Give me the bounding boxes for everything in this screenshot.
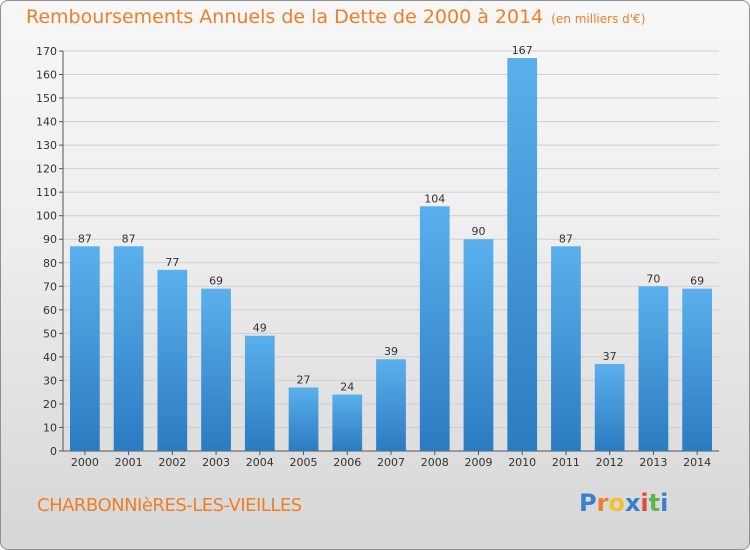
logo-letter: i xyxy=(640,489,649,517)
y-tick-label: 20 xyxy=(43,398,57,411)
y-tick-label: 10 xyxy=(43,421,57,434)
bar-2007 xyxy=(376,359,406,451)
x-tick-label: 2007 xyxy=(377,456,405,469)
bar-value-label: 87 xyxy=(122,232,136,245)
logo-letter: o xyxy=(608,489,625,517)
commune-name: CHARBONNIèRES-LES-VIEILLES xyxy=(37,495,302,516)
y-tick-label: 150 xyxy=(36,92,57,105)
bar-2009 xyxy=(463,239,494,451)
proxiti-logo: Proxiti xyxy=(579,489,668,517)
y-tick-label: 50 xyxy=(43,327,57,340)
y-tick-label: 40 xyxy=(43,351,57,364)
bar-value-label: 87 xyxy=(559,232,573,245)
y-tick-label: 60 xyxy=(43,304,57,317)
x-tick-label: 2014 xyxy=(683,456,711,469)
labels: 0 10 20 30 40 50 60 70 80 90 100 110 120 130 140 150 160… xyxy=(36,44,711,469)
chart-subtitle: (en milliers d'€) xyxy=(551,12,646,26)
bar-value-label: 27 xyxy=(297,373,311,386)
x-tick-label: 2013 xyxy=(639,456,667,469)
y-tick-label: 30 xyxy=(43,374,57,387)
y-tick-label: 90 xyxy=(43,233,57,246)
x-tick-label: 2004 xyxy=(246,456,274,469)
y-tick-label: 140 xyxy=(36,116,57,129)
y-tick-label: 160 xyxy=(36,69,57,82)
bar-2000 xyxy=(69,246,100,451)
x-tick-label: 2011 xyxy=(552,456,580,469)
bar-value-label: 69 xyxy=(690,275,704,288)
bar-2006 xyxy=(332,394,363,451)
bar-2003 xyxy=(201,288,231,451)
y-tick-label: 130 xyxy=(36,139,57,152)
logo-letter: x xyxy=(624,489,641,517)
logo-letter: i xyxy=(660,489,669,517)
logo-letter: r xyxy=(596,489,609,517)
x-tick-label: 2005 xyxy=(290,456,318,469)
bar-2012 xyxy=(594,363,625,451)
bar-value-label: 24 xyxy=(340,381,354,394)
x-tick-label: 2008 xyxy=(421,456,449,469)
bar-value-label: 69 xyxy=(209,275,223,288)
logo-letter: P xyxy=(579,489,597,517)
y-tick-label: 70 xyxy=(43,280,57,293)
y-tick-label: 110 xyxy=(36,186,57,199)
y-tick-label: 170 xyxy=(36,45,57,58)
bar-2010 xyxy=(507,58,538,451)
bars xyxy=(69,58,713,451)
bar-2005 xyxy=(288,387,319,451)
bar-2008 xyxy=(419,206,450,451)
bar-value-label: 104 xyxy=(424,192,445,205)
bar-2014 xyxy=(682,288,713,451)
bar-value-label: 167 xyxy=(512,44,533,57)
x-tick-label: 2009 xyxy=(464,456,492,469)
x-tick-label: 2012 xyxy=(596,456,624,469)
bar-value-label: 39 xyxy=(384,345,398,358)
logo-letter: t xyxy=(648,489,661,517)
bar-2011 xyxy=(551,246,581,451)
x-tick-label: 2003 xyxy=(202,456,230,469)
bar-value-label: 77 xyxy=(165,256,179,269)
bar-value-label: 70 xyxy=(646,272,660,285)
x-tick-label: 2010 xyxy=(508,456,536,469)
y-tick-label: 100 xyxy=(36,210,57,223)
y-tick-label: 0 xyxy=(50,445,57,458)
bar-value-label: 37 xyxy=(603,350,617,363)
x-tick-label: 2001 xyxy=(115,456,143,469)
y-tick-label: 80 xyxy=(43,257,57,270)
chart-title-text: Remboursements Annuels de la Dette de 20… xyxy=(26,6,544,28)
chart-title: Remboursements Annuels de la Dette de 20… xyxy=(26,6,645,28)
bar-2004 xyxy=(244,335,275,451)
bar-value-label: 90 xyxy=(471,225,485,238)
y-tick-label: 120 xyxy=(36,163,57,176)
bar-2013 xyxy=(638,286,669,451)
x-tick-label: 2002 xyxy=(158,456,186,469)
bar-2001 xyxy=(113,246,144,451)
bar-2002 xyxy=(157,269,188,451)
bar-value-label: 87 xyxy=(78,232,92,245)
bar-value-label: 49 xyxy=(253,322,267,335)
x-tick-label: 2000 xyxy=(71,456,99,469)
x-tick-label: 2006 xyxy=(333,456,361,469)
